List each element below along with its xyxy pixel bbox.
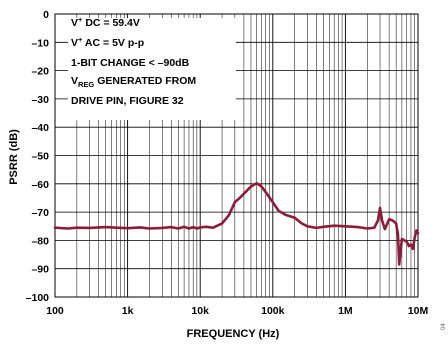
y-tick-label: –70: [31, 207, 49, 219]
x-tick-label: 10M: [408, 305, 429, 317]
annotation-line-4: VREG GENERATED FROM: [71, 75, 196, 89]
y-tick-label: –20: [31, 66, 49, 78]
y-tick-labels: 0 –10 –20 –30 –40 –50 –60 –70 –80 –90 –100: [26, 9, 50, 304]
y-tick-label: –60: [31, 179, 49, 191]
y-tick-label: –50: [31, 151, 49, 163]
annotation-line-3: 1-BIT CHANGE < –90dB: [71, 57, 190, 69]
y-tick-label: –90: [31, 264, 49, 276]
annotation-line-1: V+ DC = 59.4V: [71, 15, 140, 29]
annotation-line-5: DRIVE PIN, FIGURE 32: [71, 95, 184, 107]
x-tick-label: 100: [46, 305, 64, 317]
figure-id-label: 04: [441, 323, 447, 330]
y-tick-label: –80: [31, 235, 49, 247]
annotation-background: [68, 18, 236, 120]
x-tick-label: 100k: [261, 305, 285, 317]
x-tick-labels: 100 1k 10k 100k 1M 10M: [46, 305, 428, 317]
y-tick-label: –100: [26, 292, 50, 304]
x-axis-label: FREQUENCY (Hz): [187, 328, 280, 340]
annotation-line-2: V+ AC = 5V p-p: [71, 35, 144, 49]
y-tick-label: –10: [31, 37, 49, 49]
y-axis-label: PSRR (dB): [8, 129, 20, 185]
psrr-series-line: [53, 181, 420, 266]
x-tick-label: 1M: [338, 305, 353, 317]
y-tick-label: 0: [43, 9, 49, 21]
plot-frame: [54, 13, 419, 298]
x-tick-label: 10k: [191, 305, 209, 317]
y-tick-label: –40: [31, 122, 49, 134]
x-tick-label: 1k: [122, 305, 134, 317]
y-tick-label: –30: [31, 94, 49, 106]
